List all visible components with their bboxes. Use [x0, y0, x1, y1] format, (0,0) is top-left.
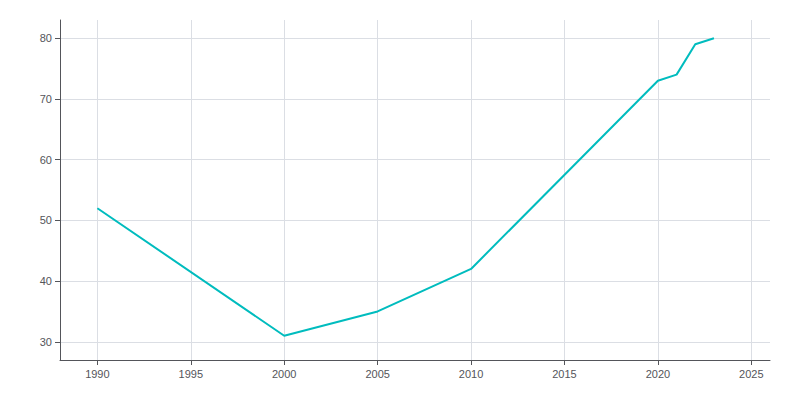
svg-text:1995: 1995	[179, 368, 203, 380]
svg-text:2010: 2010	[459, 368, 483, 380]
svg-text:2000: 2000	[272, 368, 296, 380]
svg-text:50: 50	[40, 214, 52, 226]
svg-text:40: 40	[40, 275, 52, 287]
svg-text:70: 70	[40, 93, 52, 105]
svg-text:80: 80	[40, 32, 52, 44]
svg-text:2005: 2005	[365, 368, 389, 380]
svg-text:1990: 1990	[85, 368, 109, 380]
svg-text:2025: 2025	[739, 368, 763, 380]
svg-text:2015: 2015	[552, 368, 576, 380]
svg-text:30: 30	[40, 336, 52, 348]
svg-text:60: 60	[40, 154, 52, 166]
svg-text:2020: 2020	[646, 368, 670, 380]
